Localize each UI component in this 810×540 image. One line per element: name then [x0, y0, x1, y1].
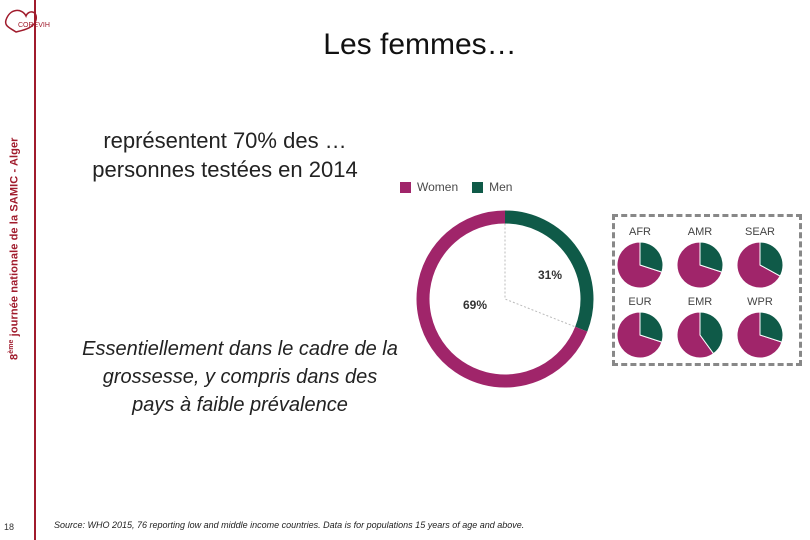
- region-label: EUR: [628, 296, 652, 308]
- region-pie: [616, 311, 664, 359]
- region-slice-men: [759, 241, 784, 277]
- region-slice-men: [699, 241, 724, 273]
- region-amr: AMR: [670, 224, 730, 295]
- subtitle-line-1: représentent 70% des …: [103, 128, 347, 153]
- region-slice-women: [736, 241, 781, 289]
- region-slice-women: [676, 241, 723, 289]
- donut-segment-men: [504, 210, 594, 332]
- slide-title: Les femmes…: [323, 28, 517, 61]
- region-label: AMR: [687, 226, 713, 238]
- logo-text: COREVIH: [18, 22, 50, 29]
- region-emr: EMR: [670, 294, 730, 365]
- region-slice-women: [616, 311, 663, 359]
- regions-box: [612, 214, 802, 366]
- page-number: 18: [4, 522, 15, 532]
- region-label: WPR: [747, 296, 773, 308]
- region-slice-women: [736, 311, 783, 359]
- region-label: SEAR: [745, 226, 775, 238]
- region-label: EMR: [687, 296, 713, 308]
- event-caption: 8ème journée nationale de la SAMIC - Alg…: [8, 137, 21, 360]
- donut-label-men: 31%: [538, 268, 562, 282]
- region-slice-women: [616, 241, 663, 289]
- region-pie: [736, 241, 784, 289]
- source-note: Source: WHO 2015, 76 reporting low and m…: [54, 520, 525, 530]
- legend-label-men: Men: [489, 180, 513, 194]
- donut-divider: [504, 223, 576, 328]
- main-donut-chart: 31% 69%: [416, 210, 594, 388]
- region-wpr: WPR: [730, 294, 790, 365]
- slide-subtitle: représentent 70% des … personnes testées…: [40, 126, 410, 184]
- region-slice-men: [699, 311, 724, 355]
- subtitle-line-2: personnes testées en 2014: [92, 157, 358, 182]
- sidebar: COREVIH 8ème journée nationale de la SAM…: [0, 0, 50, 540]
- legend-item-men: Men: [472, 180, 512, 194]
- donut-segment-women: [416, 210, 588, 388]
- region-afr: AFR: [610, 224, 670, 295]
- donut-label-women: 69%: [463, 298, 487, 312]
- legend-label-women: Women: [417, 180, 459, 194]
- region-slice-men: [639, 241, 664, 273]
- region-slice-women: [676, 311, 715, 359]
- men-swatch: [472, 181, 484, 193]
- legend-item-women: Women: [400, 180, 458, 194]
- chart-legend: Women Men: [400, 180, 520, 194]
- region-pie: [676, 241, 724, 289]
- slide-note: Essentiellement dans le cadre de la gros…: [82, 338, 398, 416]
- region-pie: [736, 311, 784, 359]
- corevih-logo: COREVIH: [4, 9, 50, 33]
- region-eur: EUR: [610, 294, 670, 365]
- women-swatch: [400, 181, 411, 193]
- region-pie: [616, 241, 664, 289]
- region-pie: [676, 311, 724, 359]
- region-slice-men: [759, 311, 784, 343]
- region-label: AFR: [629, 226, 651, 238]
- region-slice-men: [639, 311, 664, 343]
- region-sear: SEAR: [730, 224, 790, 295]
